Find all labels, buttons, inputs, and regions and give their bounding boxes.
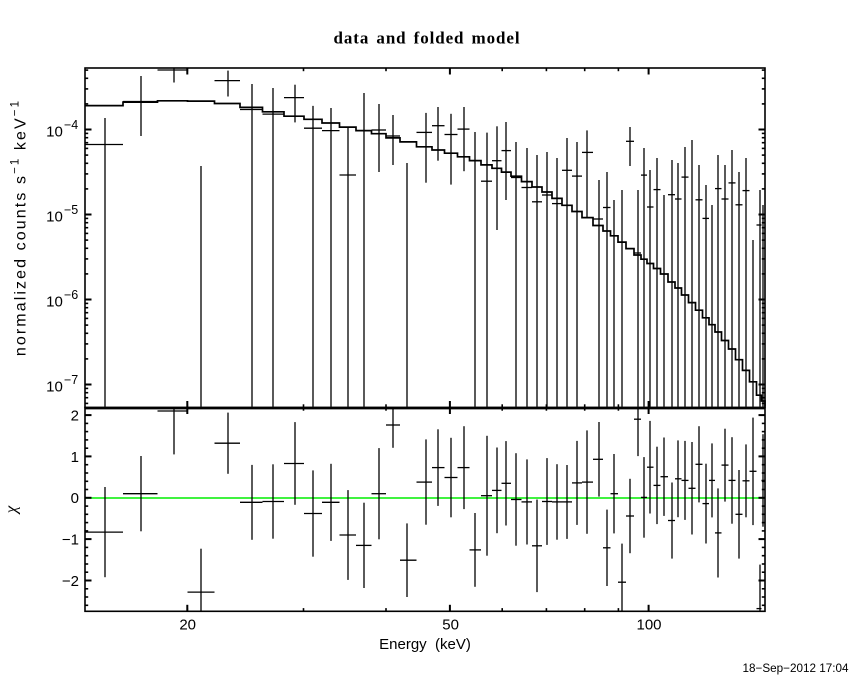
svg-text:10: 10: [46, 379, 63, 396]
svg-text:10: 10: [46, 294, 63, 311]
svg-text:0: 0: [71, 490, 79, 507]
svg-text:−2: −2: [62, 573, 79, 590]
svg-text:50: 50: [442, 616, 459, 633]
svg-text:18−Sep−2012 17:04: 18−Sep−2012 17:04: [743, 662, 849, 675]
svg-text:100: 100: [636, 616, 661, 633]
svg-text:1: 1: [71, 449, 79, 466]
svg-text:10: 10: [46, 209, 63, 226]
svg-text:−4: −4: [64, 118, 78, 132]
svg-text:−6: −6: [64, 288, 78, 302]
svg-text:χ: χ: [2, 505, 21, 515]
svg-text:−7: −7: [64, 373, 78, 387]
svg-text:data and folded model: data and folded model: [334, 29, 521, 48]
svg-text:2: 2: [71, 408, 79, 425]
svg-text:10: 10: [46, 124, 63, 141]
svg-text:20: 20: [179, 616, 196, 633]
svg-text:normalized counts s−1 keV−1: normalized counts s−1 keV−1: [10, 99, 30, 356]
svg-text:−5: −5: [64, 203, 78, 217]
svg-text:Energy (keV): Energy (keV): [379, 636, 471, 653]
svg-text:−1: −1: [62, 532, 79, 549]
